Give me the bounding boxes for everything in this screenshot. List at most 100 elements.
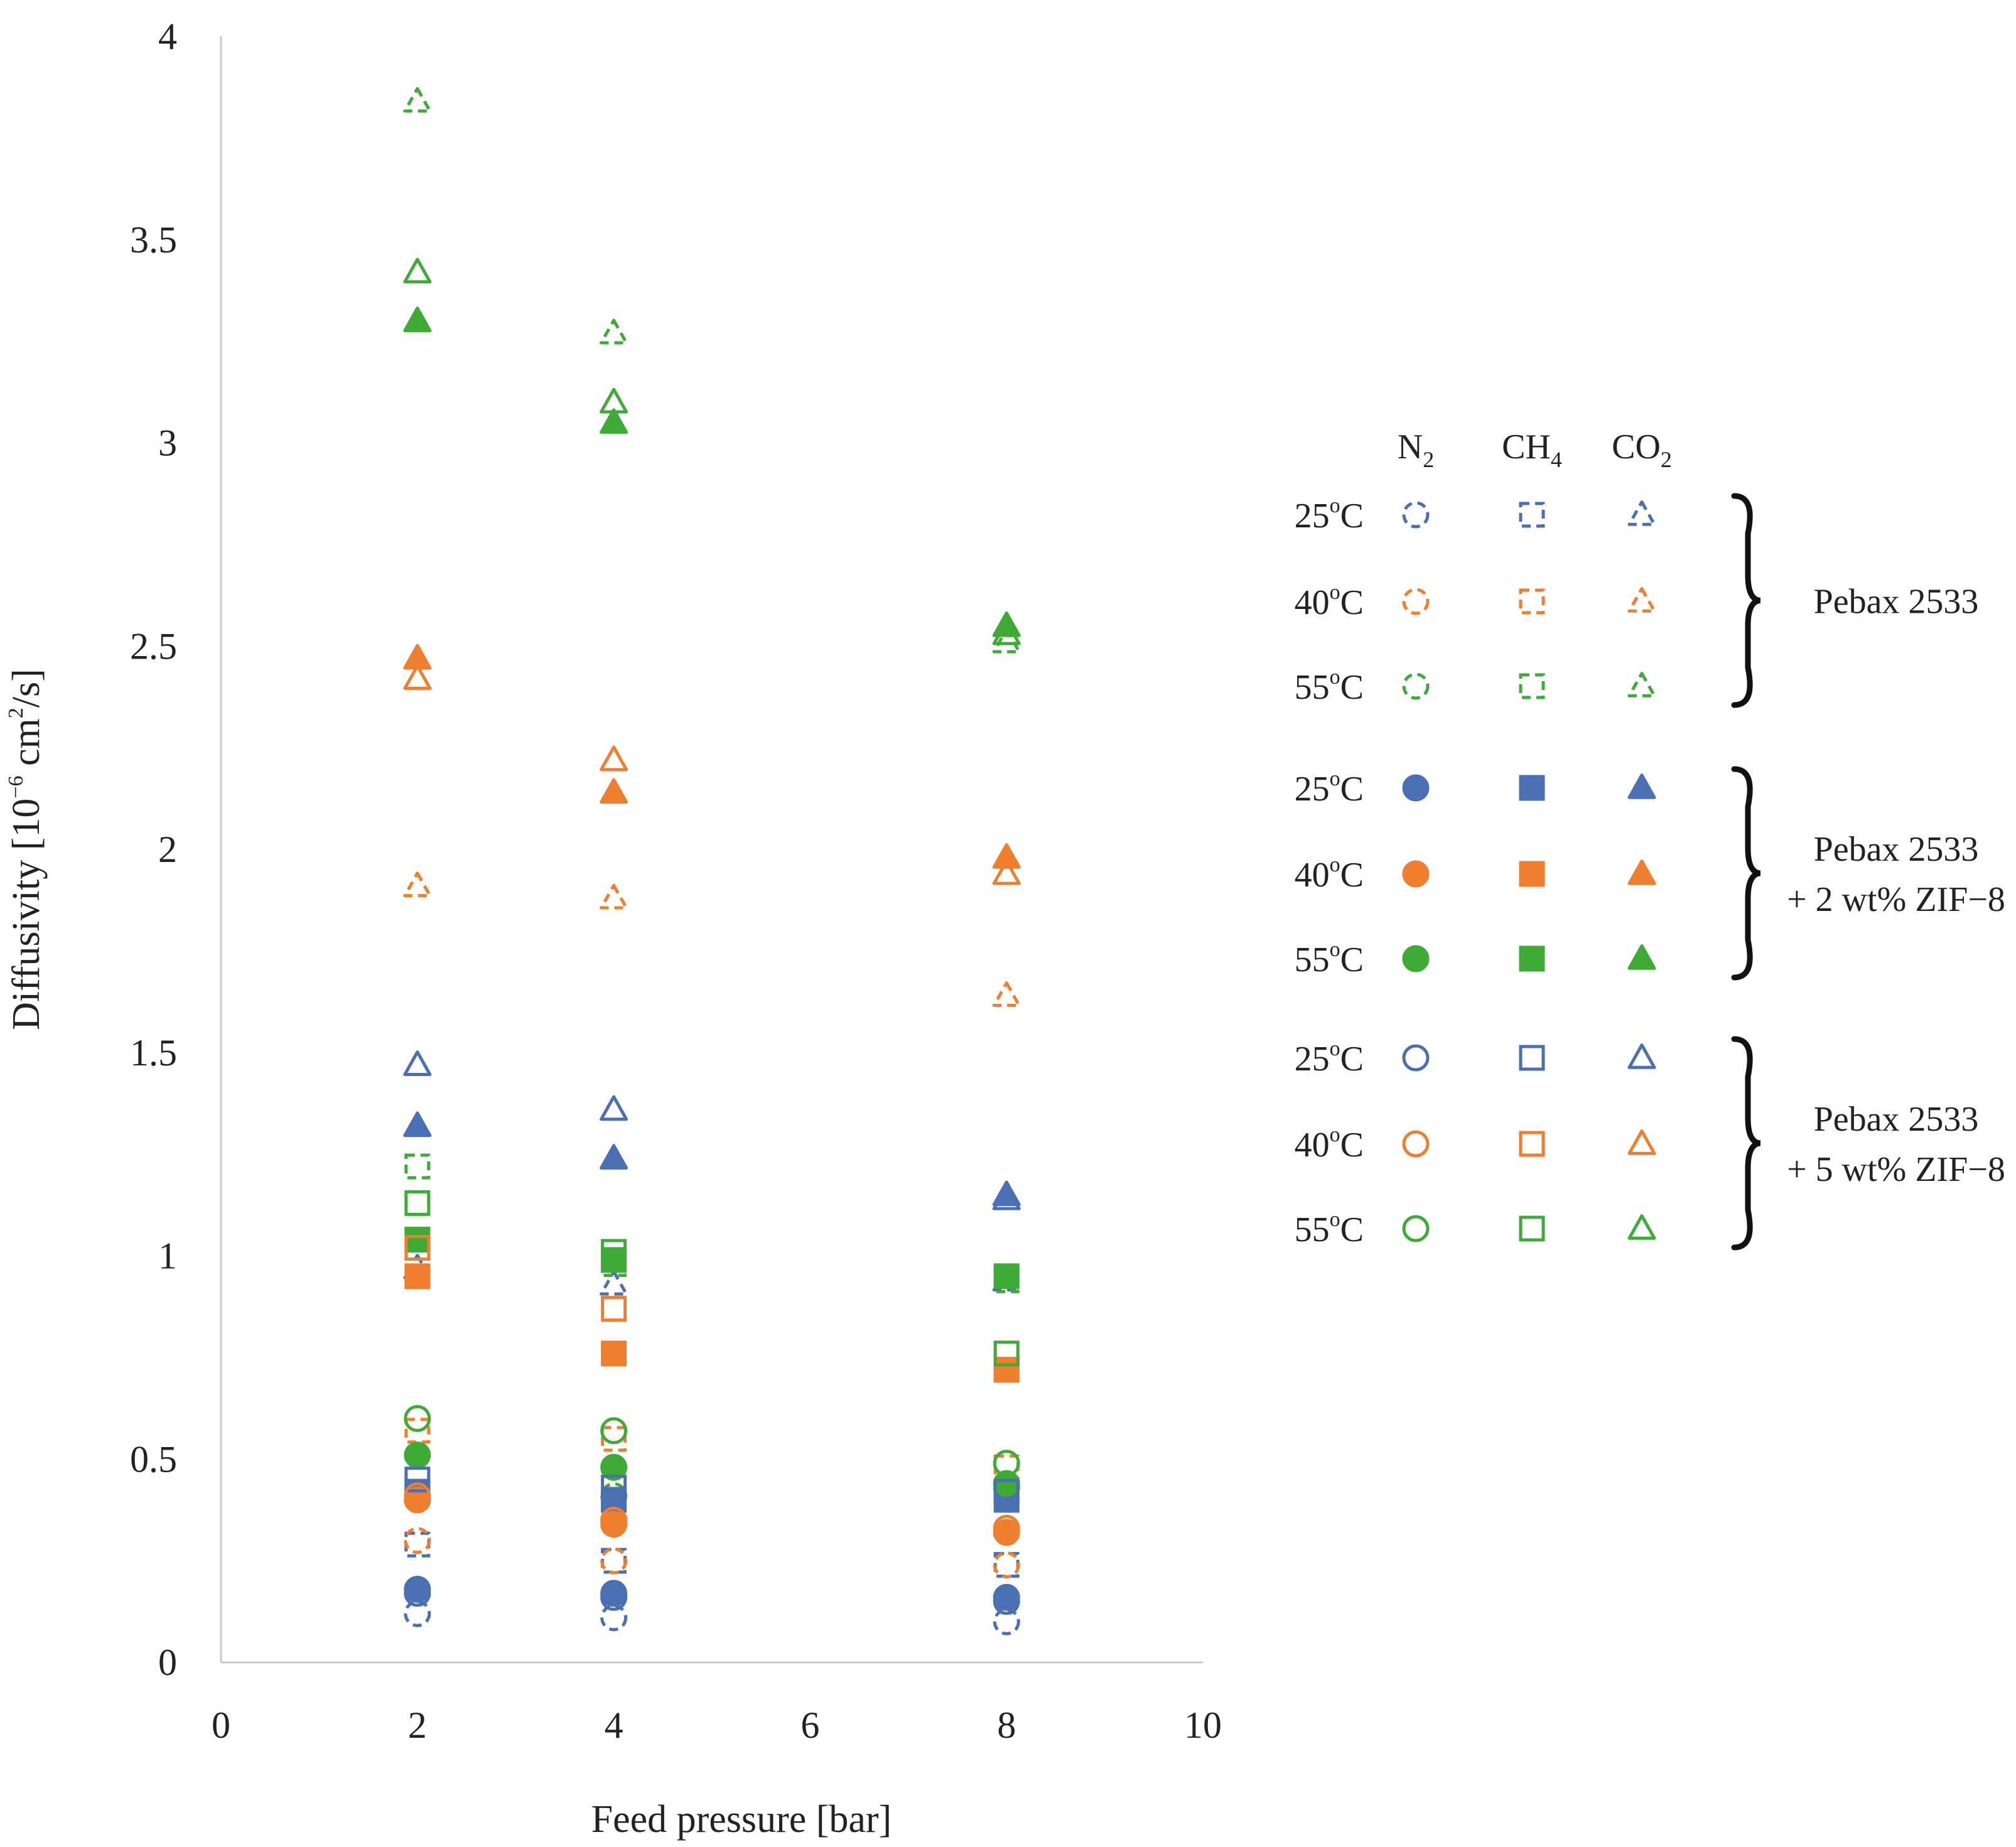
point-zif5-40C-n2-4bar <box>600 1506 628 1534</box>
point-pebax-40C-n2-8bar <box>993 1551 1020 1579</box>
point-zif5-55C-co2-8bar <box>992 619 1021 645</box>
point-zif5-40C-co2-4bar <box>600 745 628 772</box>
x-axis: 0 2 4 6 8 10 Feed pressure [bar] <box>212 1661 1222 1841</box>
y-tick-label: 3 <box>158 423 177 464</box>
point-zif2-25C-co2-4bar <box>600 1144 628 1170</box>
y-tick-label: 0 <box>158 1642 177 1683</box>
point-zif2-55C-co2-4bar <box>600 408 628 434</box>
point-zif5-55C-n2-8bar <box>993 1450 1020 1477</box>
point-pebax-25C-n2-2bar <box>404 1600 431 1627</box>
point-pebax-40C-n2-4bar <box>600 1547 628 1575</box>
legend-gas-header: N2 <box>1398 428 1434 472</box>
y-tick-label: 2.5 <box>130 625 177 667</box>
legend-marker-zif2-40C-n2 <box>1402 860 1430 888</box>
legend-group-label: + 2 wt% ZIF−8 <box>1787 880 2005 919</box>
point-zif5-25C-ch4-8bar <box>993 1478 1020 1505</box>
point-zif5-40C-co2-2bar <box>403 664 432 690</box>
point-pebax-40C-ch4-2bar <box>404 1418 431 1444</box>
point-pebax-40C-n2-2bar <box>404 1527 431 1554</box>
point-pebax-55C-co2-2bar <box>403 87 432 113</box>
y-axis-title: Diffusivity [10−6 cm2/s] <box>4 669 48 1030</box>
y-tick-label: 0.5 <box>130 1438 177 1480</box>
x-axis-title: Feed pressure [bar] <box>591 1798 892 1841</box>
data-points <box>403 87 1021 1635</box>
point-zif5-40C-n2-8bar <box>993 1514 1020 1542</box>
legend-marker-pebax-55C-co2 <box>1627 672 1656 697</box>
legend: N2 CH4 CO2 25oC 40oC 55oC Pebax 2533 25oC 40oC 55… <box>1295 428 2005 1251</box>
legend-marker-pebax-25C-n2 <box>1402 501 1430 529</box>
point-zif2-40C-co2-8bar <box>992 843 1021 869</box>
legend-brace <box>1731 766 1761 981</box>
point-zif5-55C-co2-4bar <box>600 387 628 414</box>
point-zif2-55C-co2-2bar <box>403 306 432 333</box>
point-zif2-55C-n2-2bar <box>404 1441 431 1469</box>
point-zif5-25C-ch4-4bar <box>601 1475 627 1501</box>
legend-marker-zif5-40C-co2 <box>1627 1129 1656 1155</box>
point-zif5-25C-co2-8bar <box>992 1184 1021 1210</box>
y-axis: 0 0.5 1 1.5 2 2.5 3 3.5 4 Diffusivity [10−6 cm2/s… <box>4 16 222 1683</box>
legend-brace <box>1731 493 1761 708</box>
point-zif5-55C-ch4-2bar <box>404 1190 431 1216</box>
legend-marker-zif2-55C-co2 <box>1627 944 1656 970</box>
legend-marker-zif5-25C-co2 <box>1627 1043 1656 1069</box>
legend-marker-zif5-55C-ch4 <box>1519 1215 1545 1242</box>
legend-marker-pebax-25C-ch4 <box>1519 502 1545 528</box>
legend-marker-zif2-25C-n2 <box>1402 774 1430 802</box>
legend-group-label: Pebax 2533 <box>1814 583 1979 622</box>
x-tick-label: 8 <box>997 1704 1016 1746</box>
legend-marker-pebax-40C-co2 <box>1627 587 1656 613</box>
point-pebax-40C-co2-4bar <box>600 883 628 910</box>
legend-temperature-label: 25oC <box>1295 1037 1364 1079</box>
point-zif5-25C-n2-8bar <box>993 1588 1020 1615</box>
point-zif2-55C-ch4-8bar <box>993 1263 1020 1290</box>
legend-marker-zif2-55C-ch4 <box>1519 945 1545 972</box>
point-zif2-40C-co2-4bar <box>600 778 628 804</box>
point-zif5-55C-co2-2bar <box>403 257 432 284</box>
legend-temperature-label: 55oC <box>1295 1208 1364 1249</box>
x-tick-label: 0 <box>212 1704 230 1746</box>
point-pebax-55C-co2-4bar <box>600 318 628 345</box>
point-zif2-40C-ch4-8bar <box>993 1357 1020 1383</box>
point-zif5-40C-ch4-8bar <box>993 1357 1020 1383</box>
point-zif2-40C-ch4-4bar <box>601 1340 627 1367</box>
legend-group-label: Pebax 2533 <box>1814 1100 1979 1139</box>
legend-group-label: Pebax 2533 <box>1814 830 1979 869</box>
point-zif5-40C-ch4-4bar <box>601 1296 627 1322</box>
point-zif5-25C-n2-2bar <box>404 1580 431 1607</box>
point-zif2-55C-ch4-2bar <box>404 1227 431 1253</box>
point-zif2-40C-ch4-2bar <box>404 1263 431 1290</box>
point-pebax-55C-co2-8bar <box>992 627 1021 654</box>
legend-marker-zif5-40C-n2 <box>1402 1130 1430 1158</box>
point-zif5-40C-n2-2bar <box>404 1482 431 1510</box>
legend-group-label: + 5 wt% ZIF−8 <box>1787 1150 2005 1189</box>
legend-temperature-label: 25oC <box>1295 494 1364 536</box>
point-pebax-55C-ch4-2bar <box>404 1153 431 1180</box>
legend-marker-zif2-40C-co2 <box>1627 859 1656 885</box>
legend-temperature-label: 40oC <box>1295 853 1364 895</box>
y-tick-label: 4 <box>158 16 177 57</box>
point-zif5-40C-co2-8bar <box>992 859 1021 885</box>
point-zif5-55C-ch4-8bar <box>993 1340 1020 1367</box>
point-pebax-25C-co2-4bar <box>600 1269 628 1296</box>
point-zif5-25C-co2-2bar <box>403 1050 432 1076</box>
y-tick-label: 1 <box>158 1236 177 1277</box>
point-pebax-40C-ch4-4bar <box>601 1426 627 1452</box>
point-zif5-40C-ch4-2bar <box>404 1235 431 1261</box>
y-tick-label: 2 <box>158 829 177 870</box>
x-tick-label: 4 <box>605 1704 623 1746</box>
legend-temperature-label: 55oC <box>1295 938 1364 979</box>
x-tick-label: 6 <box>800 1704 819 1746</box>
legend-marker-pebax-40C-ch4 <box>1519 588 1545 615</box>
point-pebax-25C-n2-4bar <box>600 1604 628 1632</box>
legend-marker-pebax-55C-ch4 <box>1519 673 1545 699</box>
legend-temperature-label: 40oC <box>1295 1123 1364 1165</box>
legend-temperature-label: 25oC <box>1295 767 1364 809</box>
point-zif5-55C-ch4-4bar <box>601 1239 627 1265</box>
legend-brace <box>1731 1036 1761 1251</box>
point-zif5-55C-n2-2bar <box>404 1405 431 1432</box>
legend-marker-zif2-25C-ch4 <box>1519 775 1545 801</box>
legend-temperature-label: 40oC <box>1295 581 1364 622</box>
y-tick-label: 3.5 <box>130 219 177 261</box>
legend-temperature-label: 55oC <box>1295 665 1364 707</box>
legend-marker-zif2-25C-co2 <box>1627 773 1656 799</box>
